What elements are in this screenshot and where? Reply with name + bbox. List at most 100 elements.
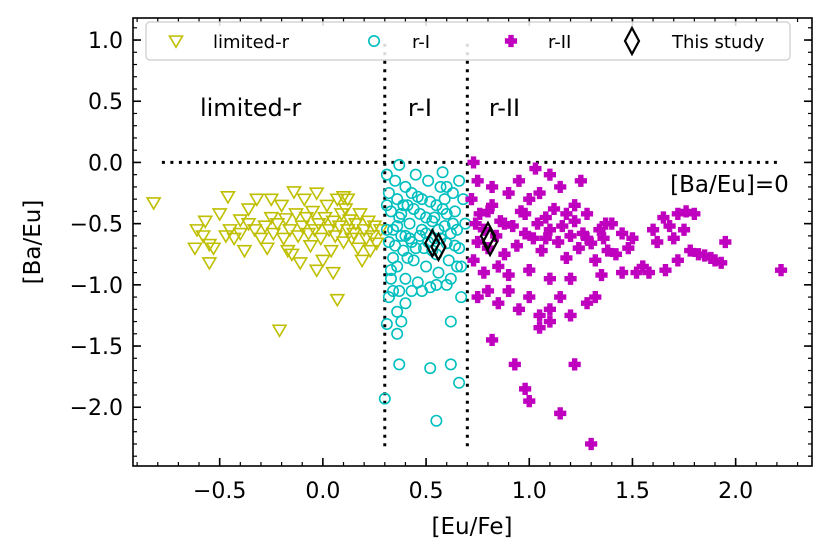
data-point: [486, 180, 499, 194]
y-tick-label: −0.5: [70, 213, 123, 238]
data-point: [401, 199, 414, 212]
data-point: [543, 315, 556, 328]
data-point: [288, 208, 304, 222]
data-point: [630, 266, 643, 279]
data-point: [354, 254, 370, 269]
data-point: [448, 239, 461, 252]
legend-label: This study: [671, 32, 765, 53]
data-point: [424, 362, 437, 375]
data-point: [279, 244, 296, 259]
data-point: [527, 232, 540, 245]
x-tick-label: 0.0: [305, 479, 340, 504]
data-point: [502, 268, 515, 282]
data-point: [642, 266, 656, 279]
data-point: [552, 235, 565, 249]
data-point: [568, 199, 581, 212]
data-point: [350, 242, 366, 256]
data-point: [498, 217, 511, 230]
data-point: [451, 223, 464, 236]
data-point: [428, 211, 441, 224]
data-point: [444, 272, 457, 285]
data-point: [599, 217, 612, 230]
data-point: [339, 224, 356, 238]
data-point: [382, 187, 395, 200]
data-point: [560, 251, 573, 265]
data-point: [290, 230, 307, 244]
data-point: [533, 321, 546, 334]
x-axis-label: [Eu/Fe]: [432, 514, 513, 540]
data-point: [453, 174, 466, 187]
data-point: [302, 239, 319, 254]
data-point: [471, 290, 484, 304]
data-point: [271, 324, 288, 338]
data-point: [519, 207, 532, 220]
data-point: [265, 227, 282, 242]
region-labels: limited-r r-I r-II [Ba/Eu]=0: [200, 94, 789, 198]
data-point: [391, 193, 404, 206]
data-point: [409, 168, 422, 181]
data-point: [420, 260, 433, 273]
data-point: [205, 242, 222, 256]
data-point: [197, 215, 214, 229]
data-point: [257, 220, 273, 234]
data-point: [335, 236, 352, 250]
data-point: [417, 242, 430, 255]
x-tick-label: 2.0: [718, 479, 753, 504]
data-point: [300, 227, 317, 242]
data-point: [446, 217, 459, 230]
data-point: [657, 211, 670, 224]
data-point: [187, 242, 203, 256]
data-point: [512, 303, 526, 316]
data-point: [387, 284, 400, 297]
data-point: [543, 272, 556, 285]
data-point: [366, 220, 383, 234]
data-point: [362, 244, 379, 259]
data-point: [646, 223, 660, 236]
x-tick-label: 1.5: [615, 479, 650, 504]
data-point: [325, 266, 342, 281]
data-point: [535, 244, 548, 257]
data-point: [512, 174, 526, 187]
y-tick-label: −2.0: [70, 396, 123, 421]
legend-label: r-II: [548, 32, 571, 53]
data-point: [432, 266, 445, 279]
data-point: [539, 211, 552, 224]
data-point: [467, 156, 480, 169]
data-point: [211, 208, 228, 222]
data-point: [543, 303, 556, 316]
data-point: [543, 223, 556, 236]
data-point: [440, 207, 453, 220]
data-point: [523, 395, 536, 408]
data-point: [393, 158, 406, 171]
data-point: [306, 224, 323, 238]
data-point: [585, 437, 598, 451]
data-point: [453, 376, 466, 389]
data-point: [564, 309, 577, 322]
axis-ticks: −0.5 0.0 0.5 1.0 1.5 2.0 1.0 0.5 0.0 −0.5 −1.0 −1.5…: [70, 18, 812, 504]
data-point: [492, 260, 505, 273]
data-point: [568, 358, 581, 371]
data-point: [719, 235, 732, 249]
data-point: [580, 232, 594, 245]
data-point: [380, 168, 393, 181]
data-point: [263, 193, 280, 207]
y-tick-label: −1.5: [70, 335, 123, 360]
data-point: [389, 239, 402, 252]
data-point: [201, 257, 218, 271]
data-point: [407, 254, 420, 267]
data-point: [399, 229, 412, 242]
data-point: [543, 168, 556, 181]
region-label: limited-r: [200, 94, 301, 122]
data-point: [378, 392, 391, 405]
data-point: [471, 235, 484, 249]
data-point: [380, 223, 393, 236]
data-point: [533, 186, 546, 200]
y-tick-label: 1.0: [88, 29, 123, 54]
data-point: [352, 208, 368, 222]
data-point: [286, 186, 302, 200]
data-point: [430, 231, 447, 263]
data-point: [481, 284, 495, 298]
data-point: [337, 203, 354, 217]
data-point: [304, 205, 321, 220]
data-point: [436, 166, 449, 179]
